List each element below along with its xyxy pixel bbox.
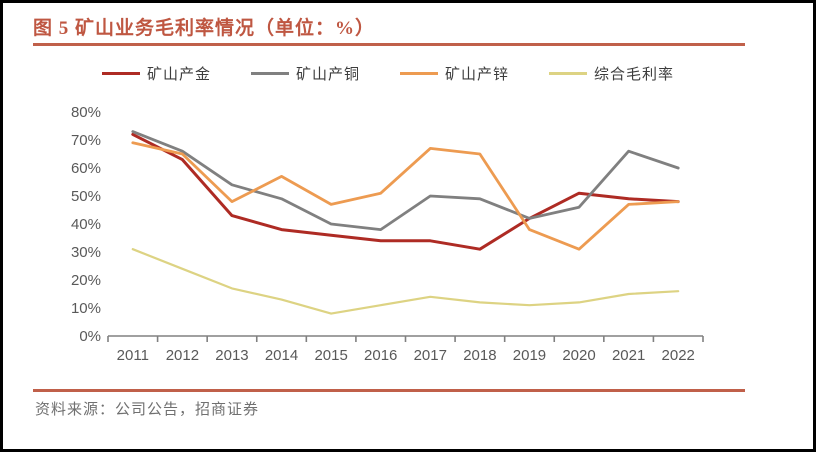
- legend-swatch-gold: [101, 72, 140, 75]
- x-tick-label: 2013: [215, 347, 248, 364]
- x-tick-label: 2018: [463, 347, 496, 364]
- series-line-copper: [131, 130, 680, 232]
- chart-svg: 0% 10% 20% 30% 40% 50% 60% 70% 80% 2011 2012 2013 20…: [71, 104, 704, 364]
- figure-title: 图 5 矿山业务毛利率情况（单位：%）: [33, 18, 376, 39]
- y-tick-label: 80%: [71, 104, 101, 121]
- title-divider: [33, 43, 745, 46]
- legend-label-copper: 矿山产铜: [295, 66, 360, 83]
- y-tick-label: 20%: [71, 272, 101, 289]
- legend-item-gold: 矿山产金: [101, 63, 211, 84]
- y-tick-label: 0%: [79, 328, 101, 345]
- legend-item-composite: 综合毛利率: [549, 63, 674, 84]
- y-tick-label: 40%: [71, 216, 101, 233]
- x-tick-label: 2016: [364, 347, 397, 364]
- legend-swatch-zinc: [400, 72, 438, 75]
- x-tick-label: 2019: [513, 347, 546, 364]
- legend-swatch-composite: [549, 72, 588, 75]
- x-tick-label: 2014: [265, 347, 298, 364]
- x-tick-label: 2015: [314, 347, 347, 364]
- legend-label-composite: 综合毛利率: [594, 66, 675, 83]
- x-tick-label: 2012: [166, 347, 199, 364]
- legend-swatch-copper: [250, 72, 289, 75]
- chart-area: 0% 10% 20% 30% 40% 50% 60% 70% 80% 2011 2012 2013 20…: [58, 95, 718, 380]
- y-tick-label: 50%: [71, 188, 101, 205]
- y-tick-label: 30%: [71, 244, 101, 261]
- series-line-composite: [131, 248, 680, 315]
- legend-label-zinc: 矿山产锌: [445, 66, 510, 83]
- legend-item-zinc: 矿山产锌: [400, 63, 509, 84]
- series-line-zinc: [131, 141, 680, 251]
- series-line-gold: [131, 132, 680, 251]
- y-tick-label: 10%: [71, 300, 101, 317]
- x-tick-label: 2011: [117, 347, 149, 364]
- source-divider: [33, 389, 745, 392]
- chart-legend: 矿山产金 矿山产铜 矿山产锌 综合毛利率: [58, 63, 718, 84]
- source-note: 资料来源：公司公告，招商证券: [35, 402, 260, 418]
- x-tick-label: 2022: [662, 347, 695, 364]
- y-tick-label: 60%: [71, 160, 101, 177]
- x-tick-label: 2020: [562, 347, 595, 364]
- x-tick-label: 2017: [414, 347, 447, 364]
- x-tick-label: 2021: [612, 347, 645, 364]
- legend-item-copper: 矿山产铜: [250, 63, 360, 84]
- legend-label-gold: 矿山产金: [146, 66, 211, 83]
- y-tick-label: 70%: [71, 132, 101, 149]
